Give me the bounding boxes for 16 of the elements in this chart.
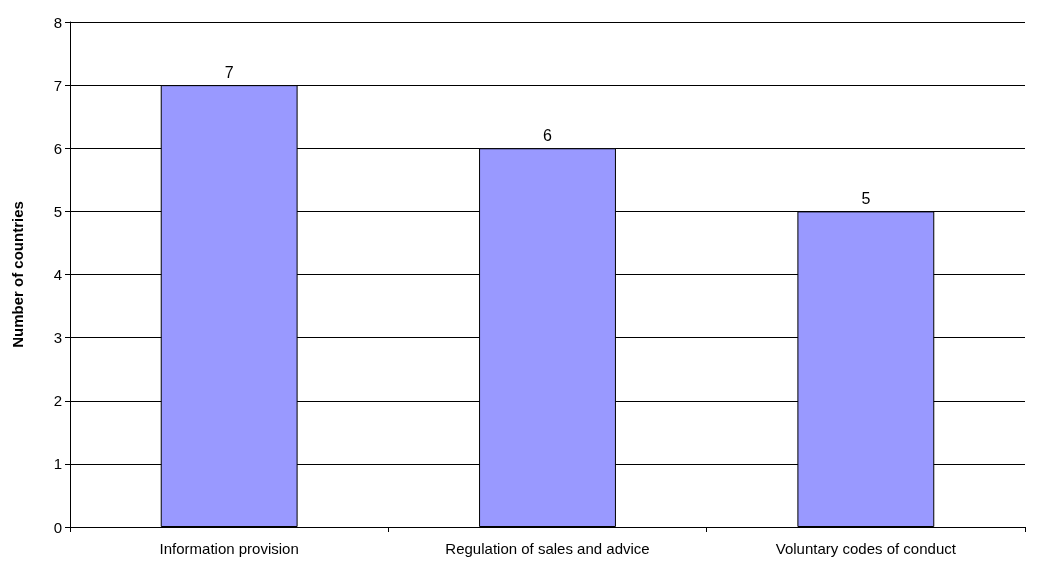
y-tick-label: 7 bbox=[53, 76, 62, 94]
data-label: 7 bbox=[224, 63, 234, 81]
y-tick-label: 3 bbox=[53, 329, 62, 347]
y-tick-label: 2 bbox=[53, 392, 62, 410]
data-label: 5 bbox=[861, 189, 871, 207]
x-tick-label: Information provision bbox=[159, 540, 299, 557]
x-tick-label: Regulation of sales and advice bbox=[445, 540, 650, 557]
y-tick-label: 1 bbox=[53, 455, 62, 473]
y-tick-label: 6 bbox=[53, 139, 62, 157]
data-label: 6 bbox=[543, 126, 553, 144]
y-tick-label: 8 bbox=[53, 13, 62, 31]
x-tick-label: Voluntary codes of conduct bbox=[775, 540, 957, 557]
y-tick-label: 4 bbox=[53, 266, 62, 283]
y-axis-title: Number of countries bbox=[9, 201, 26, 348]
y-tick-label: 0 bbox=[53, 518, 62, 536]
y-tick-label: 5 bbox=[53, 202, 62, 220]
